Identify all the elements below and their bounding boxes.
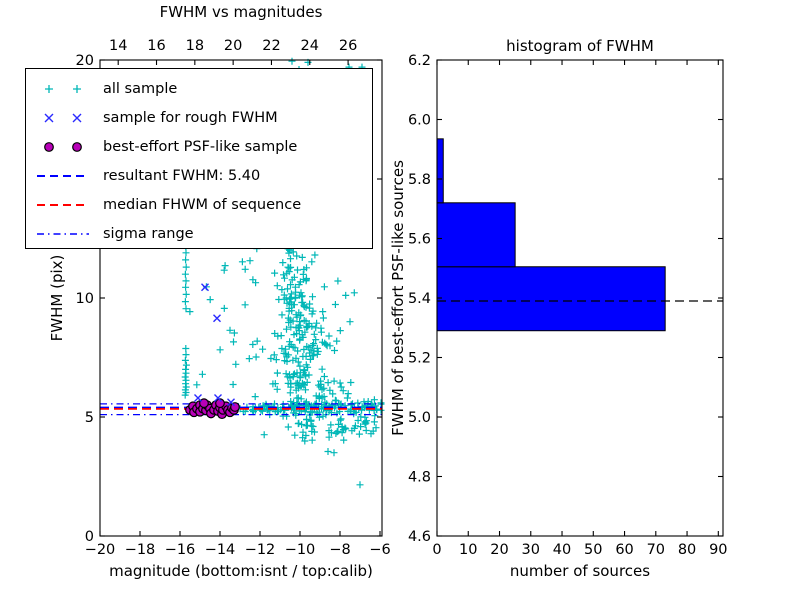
legend-entry-psf-sample: best-effort PSF-like sample xyxy=(35,132,372,161)
x-tick-label: 40 xyxy=(553,542,571,558)
x-tick-label: 20 xyxy=(490,542,508,558)
x-tick-label: −18 xyxy=(125,542,156,558)
x-tick-label: −12 xyxy=(245,542,276,558)
left-plot-title: FWHM vs magnitudes xyxy=(159,3,323,21)
x-tick-label: −20 xyxy=(85,542,116,558)
x-tick-label: −6 xyxy=(369,542,390,558)
top-tick-label: 22 xyxy=(262,38,280,54)
hist-bar xyxy=(436,202,516,268)
legend-label: resultant FWHM: 5.40 xyxy=(103,167,261,184)
y-tick-label: 5.0 xyxy=(408,410,431,426)
right-plot-title: histogram of FWHM xyxy=(506,37,654,55)
top-tick-label: 24 xyxy=(301,38,319,54)
red-dashed-line-icon xyxy=(37,203,89,206)
legend-label: sigma range xyxy=(103,225,194,242)
legend-label: all sample xyxy=(103,80,178,97)
legend-label: best-effort PSF-like sample xyxy=(103,138,298,155)
top-tick-label: 20 xyxy=(224,38,242,54)
x-tick-label: −10 xyxy=(285,542,316,558)
rough-sample-scatter xyxy=(194,283,235,407)
top-tick-label: 14 xyxy=(109,38,127,54)
left-plot-xlabel: magnitude (bottom:isnt / top:calib) xyxy=(109,562,373,580)
hist-bar xyxy=(436,266,666,332)
psf-sample-point xyxy=(215,398,225,409)
legend-entry-resultant-fwhm: resultant FWHM: 5.40 xyxy=(35,161,372,190)
y-tick-label: 5.2 xyxy=(408,351,431,367)
x-tick-label: 70 xyxy=(647,542,665,558)
y-tick-label: 0 xyxy=(85,529,94,545)
y-tick-label: 5 xyxy=(85,410,94,426)
y-tick-label: 20 xyxy=(76,53,94,69)
x-tick-label: 60 xyxy=(615,542,633,558)
y-tick-label: 10 xyxy=(76,291,94,307)
top-tick-label: 26 xyxy=(339,38,357,54)
legend-entry-all-sample: all sample xyxy=(35,74,372,103)
right-plot-xlabel: number of sources xyxy=(509,562,651,580)
rough-sample-x-marker-icon xyxy=(44,113,82,122)
legend-entry-sigma-range: sigma range xyxy=(35,219,372,248)
legend-label: median FHWM of sequence xyxy=(103,196,302,213)
hist-bar xyxy=(436,138,444,204)
legend-entry-rough-fwhm: sample for rough FWHM xyxy=(35,103,372,132)
x-tick-label: 0 xyxy=(432,542,441,558)
blue-dashed-line-icon xyxy=(37,174,89,177)
y-tick-label: 4.6 xyxy=(408,529,431,545)
all-sample-plus-marker-icon xyxy=(45,84,81,93)
y-tick-label: 6.2 xyxy=(408,53,431,69)
x-tick-label: 80 xyxy=(678,542,696,558)
x-tick-label: 30 xyxy=(522,542,540,558)
x-tick-label: 90 xyxy=(709,542,727,558)
y-tick-label: 5.8 xyxy=(408,172,431,188)
x-tick-label: 50 xyxy=(584,542,602,558)
top-tick-label: 16 xyxy=(147,38,165,54)
psf-sample-circle-marker-icon xyxy=(44,141,82,152)
legend-box: all sample sample for rough FWHM best-ef… xyxy=(25,68,373,249)
top-tick-label: 18 xyxy=(186,38,204,54)
x-tick-label: −16 xyxy=(165,542,196,558)
y-tick-label: 4.8 xyxy=(408,470,431,486)
x-tick-label: 10 xyxy=(459,542,477,558)
x-tick-label: −8 xyxy=(329,542,350,558)
legend-label: sample for rough FWHM xyxy=(103,109,278,126)
y-tick-label: 6.0 xyxy=(408,113,431,129)
legend-entry-median-fhwm: median FHWM of sequence xyxy=(35,190,372,219)
blue-dashdot-line-icon xyxy=(37,232,89,235)
y-tick-label: 5.6 xyxy=(408,232,431,248)
x-tick-label: −14 xyxy=(205,542,236,558)
y-tick-label: 5.4 xyxy=(408,291,431,307)
